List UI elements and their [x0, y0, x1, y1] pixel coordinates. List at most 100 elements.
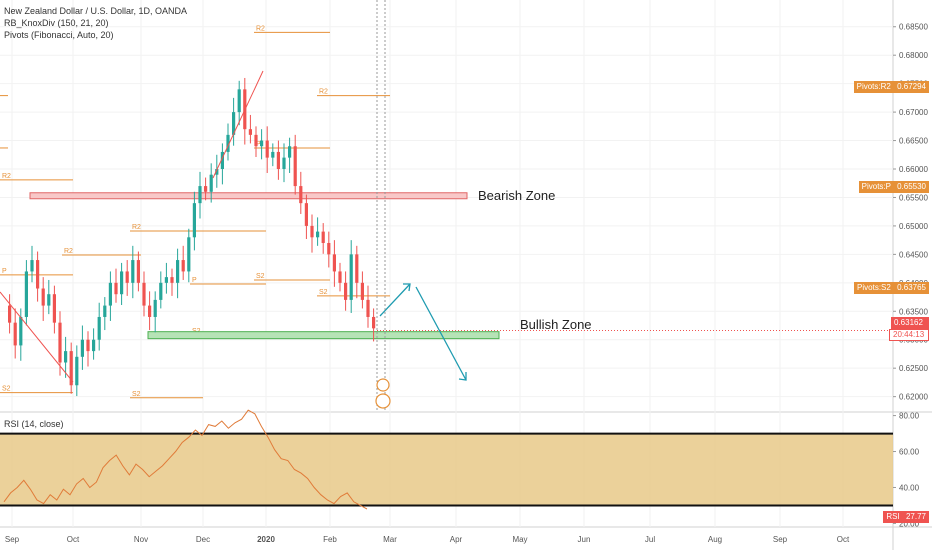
x-tick-label: Oct	[67, 535, 80, 544]
candle-body	[276, 151, 280, 170]
candle-body	[355, 254, 359, 283]
x-tick-label: Apr	[450, 535, 463, 544]
candle-body	[237, 89, 241, 113]
last-price-tag: 0.63162	[891, 317, 929, 329]
trendline-down	[0, 291, 74, 383]
candle-body	[282, 157, 286, 170]
candle-body	[64, 351, 68, 363]
candle-body	[204, 186, 208, 192]
candle-body	[153, 299, 157, 317]
candle-body	[344, 282, 348, 300]
y-tick-label: 0.68500	[899, 23, 928, 32]
symbol-legend[interactable]: New Zealand Dollar / U.S. Dollar, 1D, OA…	[4, 6, 188, 16]
y-tick-label: 0.62500	[899, 364, 928, 373]
candle-body	[47, 294, 51, 306]
indicator-legend-pivots[interactable]: Pivots (Fibonacci, Auto, 20)	[4, 30, 114, 40]
candles	[8, 77, 376, 397]
zones: Bearish Zone Bullish Zone	[29, 188, 893, 340]
candle-body	[332, 254, 336, 272]
rsi-legend[interactable]: RSI (14, close)	[4, 419, 64, 429]
candle-body	[293, 146, 297, 187]
candle-body	[8, 305, 12, 323]
pivot-label: R2	[319, 89, 328, 96]
rsi-tick-label: 20.00	[899, 519, 920, 528]
event-icon	[376, 378, 390, 392]
pivot-label: S2	[256, 273, 265, 280]
y-tick-label: 0.65500	[899, 193, 928, 202]
pivot-lines: R2R2R2PR2R2PPS2S2S2S2S2	[0, 25, 390, 399]
candle-body	[13, 322, 17, 346]
y-tick-label: 0.66000	[899, 165, 928, 174]
candle-body	[248, 129, 252, 135]
arrow-head-down	[458, 372, 467, 381]
y-tick-label: 0.68000	[899, 51, 928, 60]
candle-body	[170, 277, 174, 283]
rsi-line	[3, 409, 368, 510]
candle-body	[181, 260, 185, 272]
candle-body	[30, 260, 34, 272]
candle-body	[120, 271, 124, 295]
candle-body	[97, 316, 101, 340]
pivot-label: R2	[132, 224, 141, 231]
candle-body	[215, 169, 219, 175]
pivot-label: P	[2, 268, 7, 275]
x-tick-label: 2020	[257, 535, 275, 544]
pivot-label: S2	[2, 386, 11, 393]
candle-body	[187, 237, 191, 272]
candle-body	[19, 316, 23, 346]
x-tick-label: Sep	[773, 535, 788, 544]
pivot-label: P	[256, 141, 261, 148]
candle-body	[159, 282, 163, 300]
candle-body	[176, 260, 180, 283]
candle-body	[108, 282, 112, 306]
pivot-p-tag: Pivots:P 0.65530	[858, 181, 929, 193]
candle-body	[148, 305, 152, 317]
rsi-band	[0, 433, 893, 506]
countdown-tag: 20:44:13	[889, 329, 929, 341]
candle-body	[80, 339, 84, 357]
candle-body	[338, 271, 342, 283]
pivot-r2-tag: Pivots:R2 0.67294	[853, 81, 929, 93]
candle-body	[192, 203, 196, 238]
candle-body	[36, 260, 40, 289]
candle-body	[226, 134, 230, 152]
candle-body	[316, 231, 320, 238]
x-tick-label: Mar	[383, 535, 397, 544]
rsi-tick-label: 80.00	[899, 412, 920, 421]
y-tick-label: 0.67000	[899, 108, 928, 117]
candle-body	[288, 146, 292, 158]
candle-body	[372, 316, 376, 329]
x-tick-label: May	[512, 535, 527, 544]
indicator-legend-knoxdiv[interactable]: RB_KnoxDiv (150, 21, 20)	[4, 18, 109, 28]
y-tick-label: 0.62000	[899, 393, 928, 402]
y-tick-label: 0.64500	[899, 250, 928, 259]
candle-body	[349, 254, 353, 300]
arrow-head-up	[403, 283, 411, 292]
rsi-pane	[0, 409, 893, 510]
x-tick-label: Oct	[837, 535, 850, 544]
pivot-label: S2	[132, 391, 141, 398]
pivot-label: S2	[319, 289, 328, 296]
candle-body	[24, 271, 28, 317]
candle-body	[220, 151, 224, 170]
candle-body	[327, 242, 331, 255]
candle-body	[136, 260, 140, 283]
x-tick-label: Dec	[196, 535, 210, 544]
x-tick-label: Sep	[5, 535, 20, 544]
x-tick-label: Feb	[323, 535, 337, 544]
event-icon	[375, 393, 391, 409]
candle-body	[260, 140, 264, 147]
candle-body	[164, 277, 168, 283]
candle-body	[310, 225, 314, 238]
x-tick-label: Jul	[645, 535, 655, 544]
bearish-zone-label: Bearish Zone	[478, 188, 555, 203]
candle-body	[41, 288, 45, 306]
candle-body	[366, 299, 370, 317]
x-tick-label: Aug	[708, 535, 722, 544]
candle-body	[198, 186, 202, 204]
y-tick-label: 0.66500	[899, 137, 928, 146]
pivot-label: R2	[256, 25, 265, 32]
candle-body	[131, 260, 135, 283]
x-tick-label: Jun	[578, 535, 591, 544]
